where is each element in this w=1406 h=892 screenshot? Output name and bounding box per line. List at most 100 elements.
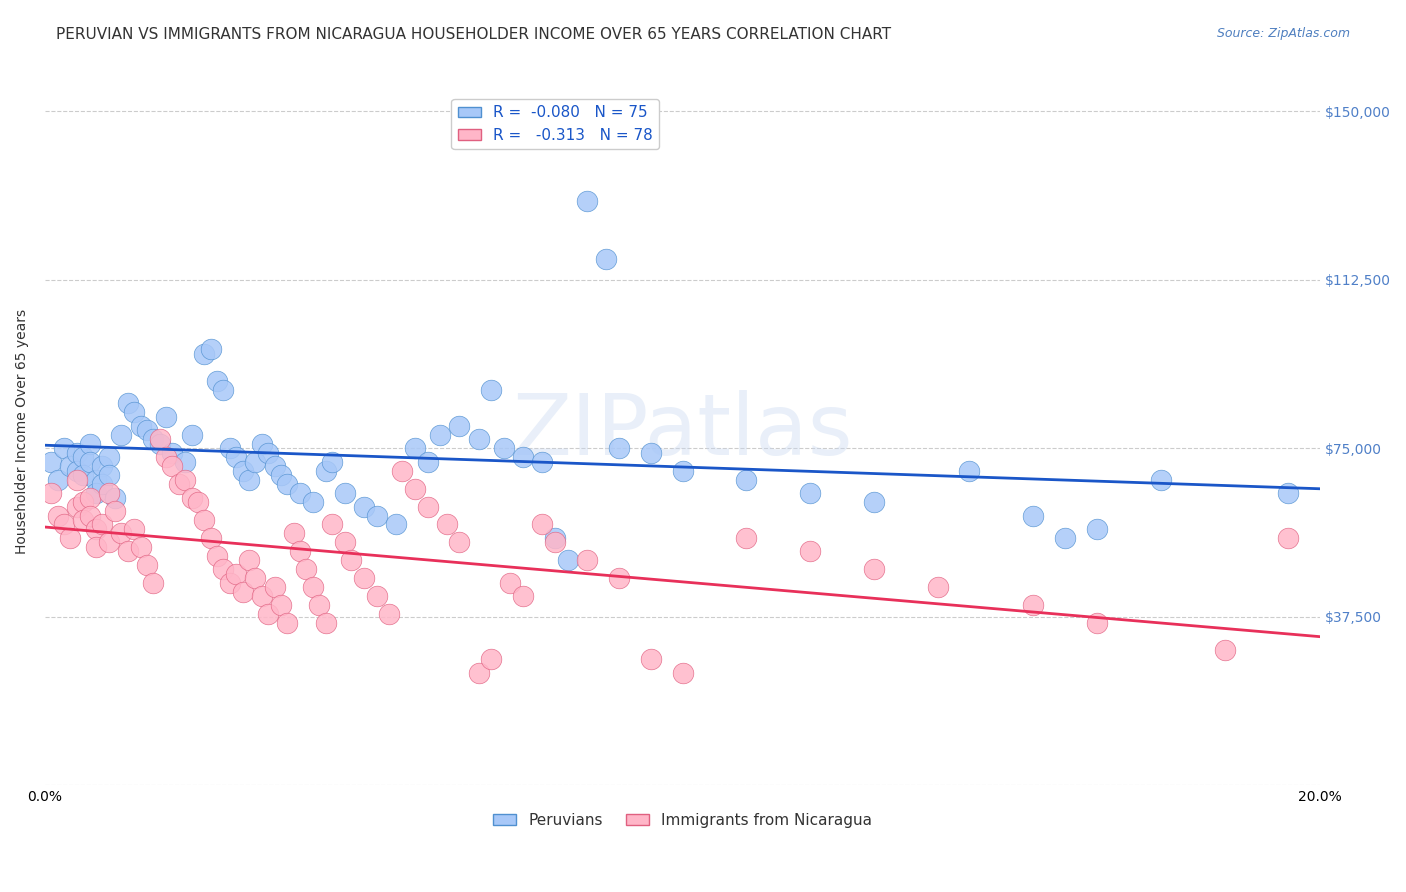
Point [72, 513, 94, 527]
Point [301, 581, 323, 595]
Point [270, 599, 292, 613]
Point [91, 517, 114, 532]
Point [512, 590, 534, 604]
Point [321, 517, 343, 532]
Point [315, 464, 337, 478]
Point [416, 500, 439, 514]
Point [218, 575, 240, 590]
Y-axis label: Householder Income Over 65 years: Householder Income Over 65 years [15, 309, 30, 554]
Point [110, 526, 132, 541]
Point [863, 495, 886, 509]
Point [142, 432, 165, 446]
Point [84, 540, 107, 554]
Point [162, 459, 184, 474]
Point [416, 454, 439, 468]
Point [735, 531, 758, 545]
Point [46, 508, 69, 523]
Point [225, 450, 247, 464]
Point [84, 486, 107, 500]
Point [66, 473, 89, 487]
Point [1085, 522, 1108, 536]
Point [640, 652, 662, 666]
Point [200, 531, 222, 545]
Point [276, 477, 298, 491]
Point [671, 464, 693, 478]
Point [91, 459, 114, 474]
Point [449, 535, 471, 549]
Point [66, 464, 89, 478]
Point [46, 473, 69, 487]
Point [607, 441, 630, 455]
Text: PERUVIAN VS IMMIGRANTS FROM NICARAGUA HOUSEHOLDER INCOME OVER 65 YEARS CORRELATI: PERUVIAN VS IMMIGRANTS FROM NICARAGUA HO… [56, 27, 891, 42]
Point [492, 441, 515, 455]
Text: ZIPatlas: ZIPatlas [512, 390, 853, 473]
Point [238, 553, 260, 567]
Point [97, 450, 120, 464]
Point [41, 454, 63, 468]
Point [671, 665, 693, 680]
Point [180, 427, 202, 442]
Point [174, 473, 197, 487]
Point [1022, 599, 1045, 613]
Point [301, 495, 323, 509]
Point [436, 517, 458, 532]
Point [353, 500, 375, 514]
Point [1054, 531, 1077, 545]
Point [531, 517, 554, 532]
Point [232, 585, 254, 599]
Point [149, 432, 172, 446]
Point [187, 495, 209, 509]
Point [205, 374, 228, 388]
Point [79, 491, 101, 505]
Point [149, 436, 172, 450]
Point [479, 383, 502, 397]
Point [97, 486, 120, 500]
Point [84, 473, 107, 487]
Point [104, 504, 127, 518]
Point [340, 553, 363, 567]
Point [799, 486, 821, 500]
Point [366, 590, 388, 604]
Point [333, 486, 356, 500]
Point [232, 464, 254, 478]
Point [1085, 616, 1108, 631]
Point [1277, 486, 1299, 500]
Point [205, 549, 228, 563]
Point [59, 459, 82, 474]
Point [575, 194, 598, 208]
Point [499, 575, 522, 590]
Point [238, 473, 260, 487]
Point [391, 464, 413, 478]
Point [595, 252, 617, 267]
Point [557, 553, 579, 567]
Point [122, 522, 145, 536]
Point [366, 508, 388, 523]
Point [136, 423, 159, 437]
Point [122, 405, 145, 419]
Point [1022, 508, 1045, 523]
Point [295, 562, 318, 576]
Point [263, 459, 285, 474]
Point [288, 486, 311, 500]
Point [142, 575, 165, 590]
Point [129, 540, 152, 554]
Point [218, 441, 240, 455]
Point [72, 495, 94, 509]
Point [66, 445, 89, 459]
Point [283, 526, 305, 541]
Point [799, 544, 821, 558]
Point [225, 566, 247, 581]
Point [162, 445, 184, 459]
Point [193, 513, 215, 527]
Point [79, 436, 101, 450]
Point [429, 427, 451, 442]
Point [180, 491, 202, 505]
Point [250, 590, 273, 604]
Point [200, 343, 222, 357]
Point [257, 445, 280, 459]
Point [315, 616, 337, 631]
Point [117, 396, 139, 410]
Point [53, 517, 76, 532]
Point [117, 544, 139, 558]
Point [136, 558, 159, 572]
